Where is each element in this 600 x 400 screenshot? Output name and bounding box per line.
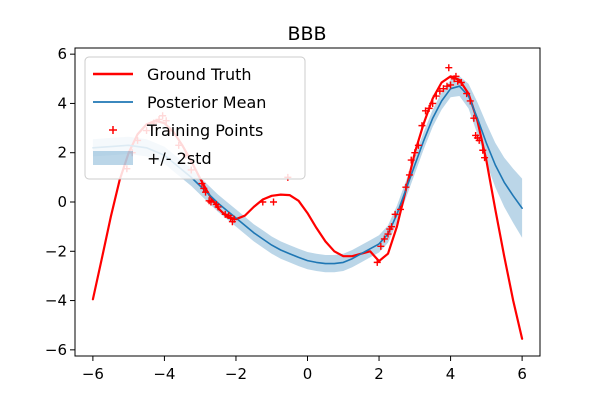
series-line-posterior-mean [92,85,523,265]
legend-items: Ground Truth Posterior Mean Training Point… [93,65,266,168]
legend-label: +/- 2std [147,149,212,168]
y-tick-label: 4 [57,94,67,112]
training-point [432,92,440,100]
training-point [454,77,462,85]
x-tick-label: 0 [303,365,313,383]
training-point [380,235,388,243]
y-tick-label: −2 [45,242,67,260]
y-axis-ticks: −6 −4 −2 0 2 4 6 [45,45,75,359]
training-point [418,122,426,130]
training-point [230,215,238,223]
training-point [466,97,474,105]
legend-box [84,56,306,180]
training-point [414,141,422,149]
training-point [443,82,451,90]
training-point [405,171,413,179]
training-point [479,146,487,154]
training-point [270,198,278,206]
y-tick-label: 0 [57,193,67,211]
legend-label: Training Points [146,121,263,140]
training-point [221,210,229,218]
training-point [429,99,437,107]
training-point [475,136,483,144]
x-tick-label: 6 [517,365,527,383]
training-point [452,72,460,80]
x-tick-label: −6 [82,365,104,383]
training-point [227,214,235,222]
training-point [457,78,465,86]
x-axis-ticks: −6 −4 −2 0 2 4 6 [82,356,527,383]
training-point [202,188,210,196]
training-point [373,258,381,266]
training-point [391,210,399,218]
legend: Ground Truth Posterior Mean Training Point… [84,56,306,180]
x-tick-label: 2 [374,365,384,383]
training-point [439,85,447,93]
training-point [422,107,430,115]
training-point [207,198,215,206]
training-point [481,154,489,162]
legend-label: Posterior Mean [147,93,266,112]
training-point [259,198,267,206]
y-tick-label: 2 [57,144,67,162]
training-point [198,180,206,188]
y-tick-label: 6 [57,45,67,63]
legend-swatch [109,126,117,134]
chart-title: BBB [287,23,326,45]
y-tick-label: −6 [45,341,67,359]
training-point [397,205,404,213]
training-point [407,156,415,164]
training-point [436,87,444,95]
legend-swatch [93,151,133,165]
x-tick-label: −4 [153,365,175,383]
training-point [470,114,478,122]
training-point [377,242,385,250]
training-point [463,90,471,98]
training-point [447,81,455,89]
training-point [402,183,410,191]
x-tick-label: 4 [446,365,456,383]
training-point [214,203,222,211]
y-tick-label: −4 [45,292,67,310]
legend-label: Ground Truth [147,65,252,84]
training-point [200,184,208,192]
training-point [388,223,396,231]
training-point [384,230,392,238]
training-point [445,64,453,72]
x-tick-label: −2 [225,365,247,383]
training-point [425,104,433,112]
training-point [411,149,419,157]
